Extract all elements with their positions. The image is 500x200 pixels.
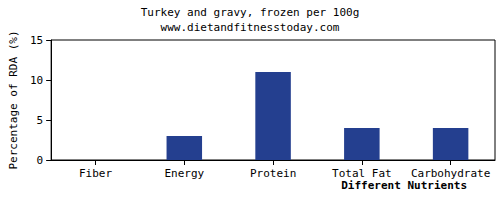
svg-text:15: 15 <box>30 34 43 47</box>
svg-text:Fiber: Fiber <box>79 167 112 180</box>
svg-text:www.dietandfitnesstoday.com: www.dietandfitnesstoday.com <box>161 21 340 34</box>
svg-text:Percentage of RDA (%): Percentage of RDA (%) <box>7 30 20 169</box>
svg-text:Turkey and gravy, frozen per 1: Turkey and gravy, frozen per 100g <box>141 6 360 19</box>
svg-text:Carbohydrate: Carbohydrate <box>410 167 491 180</box>
svg-text:Protein: Protein <box>250 167 296 180</box>
svg-text:10: 10 <box>30 74 43 87</box>
svg-text:Energy: Energy <box>164 167 204 180</box>
svg-text:0: 0 <box>37 154 44 167</box>
svg-text:Different Nutrients: Different Nutrients <box>341 179 467 192</box>
svg-text:5: 5 <box>37 114 44 127</box>
svg-text:Total Fat: Total Fat <box>332 167 392 180</box>
